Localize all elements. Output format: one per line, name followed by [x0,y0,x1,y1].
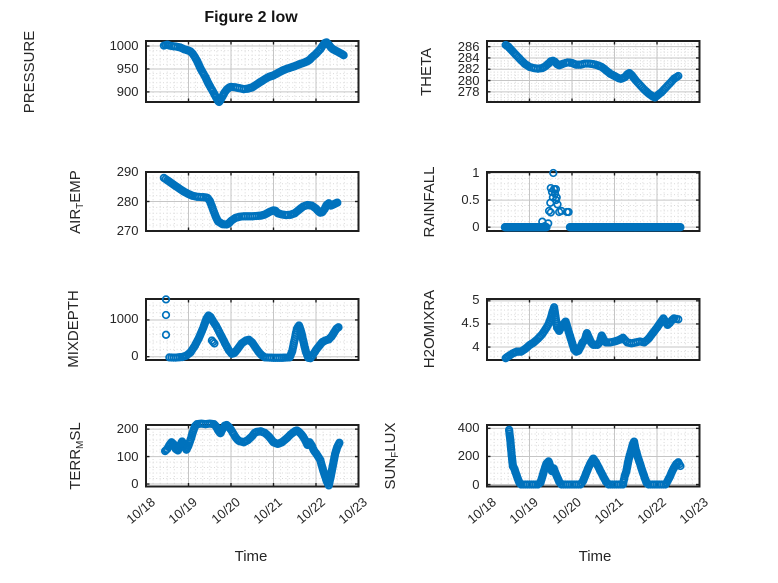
sun-flux-xtick-10-19: 10/19 [506,493,541,527]
theta-plot [485,40,700,103]
rainfall-ytick-1: 1 [472,164,480,180]
terr-msl-ylabel: TERRMSL [67,421,86,490]
sun-flux-ytick-400: 400 [457,420,480,436]
pressure-markers [159,38,348,107]
air-temp-markers [159,173,341,229]
rainfall-plot [485,168,700,232]
mixdepth-plot [144,294,359,362]
mixdepth-minor-grid [145,298,358,360]
terr-msl-xtick-10-20: 10/20 [207,493,243,527]
air-temp-plot [144,171,359,232]
rainfall-minor-grid [486,172,699,231]
terr-msl-xtick-10-21: 10/21 [250,493,285,527]
theta-markers [501,40,682,102]
h2omixra-ytick-4.5: 4.5 [461,315,480,331]
sun-flux-xtick-10-20: 10/20 [548,493,584,527]
terr-msl-markers [160,419,344,490]
theta-ytick-278: 278 [457,83,480,99]
mixdepth-markers [161,294,343,362]
xlabel-time-left: Time [234,548,268,565]
theta-ytick-282: 282 [457,61,480,77]
terr-msl-major-grid [145,425,358,487]
theta-axes-box [485,40,700,103]
sun-flux-xtick-10-21: 10/21 [591,493,626,527]
h2omixra-ylabel: H2OMIXRA [421,289,438,369]
sun-flux-markers [504,425,685,489]
pressure-ytick-900: 900 [116,83,139,99]
terr-msl-plot [144,419,359,490]
terr-msl-xtick-10-22: 10/22 [292,493,328,527]
sun-flux-plot [485,424,700,489]
air-temp-ytick-270: 270 [116,223,139,238]
terr-msl-xtick-10-19: 10/19 [165,493,200,527]
terr-msl-ytick-0: 0 [131,476,139,492]
h2omixra-plot [485,297,700,362]
sun-flux-xtick-10-23: 10/23 [676,493,711,527]
pressure-ylabel: PRESSURE [21,30,38,113]
rainfall-markers [500,168,685,232]
pressure-ytick-1000: 1000 [109,38,139,54]
air-temp-axes-box [144,171,359,232]
theta-ytick-280: 280 [457,72,480,88]
terr-msl-xtick-10-18: 10/18 [122,493,158,527]
theta-minor-grid [486,41,699,102]
rainfall-ytick-0.5: 0.5 [461,192,480,208]
terr-msl-axes-box [144,424,359,488]
h2omixra-markers [501,302,682,362]
theta-ytick-284: 284 [457,49,480,65]
h2omixra-ytick-5: 5 [472,292,480,308]
sun-flux-ylabel: SUNFLUX [382,422,401,490]
sun-flux-ytick-200: 200 [457,448,480,464]
terr-msl-ytick-200: 200 [116,421,139,437]
h2omixra-ytick-4: 4 [472,338,480,354]
xlabel-time-right: Time [578,548,612,565]
theta-ytick-286: 286 [457,38,480,54]
sun-flux-ytick-0: 0 [472,476,480,492]
terr-msl-xtick-10-23: 10/23 [335,493,370,527]
air-temp-ytick-280: 280 [116,193,139,209]
pressure-ytick-950: 950 [116,60,139,76]
mixdepth-ytick-0: 0 [131,348,139,364]
air-temp-ytick-290: 290 [116,164,139,179]
h2omixra-axes-box [485,297,700,361]
figure-title: Figure 2 low [204,9,298,26]
pressure-plot [144,38,359,107]
sun-flux-axes-box [485,424,700,488]
mixdepth-ytick-1000: 1000 [109,311,139,327]
terr-msl-ytick-100: 100 [116,448,139,464]
pressure-axes-box [144,40,359,103]
rainfall-ytick-0: 0 [472,219,480,235]
sun-flux-xtick-10-18: 10/18 [463,493,499,527]
sun-flux-xtick-10-22: 10/22 [633,493,669,527]
